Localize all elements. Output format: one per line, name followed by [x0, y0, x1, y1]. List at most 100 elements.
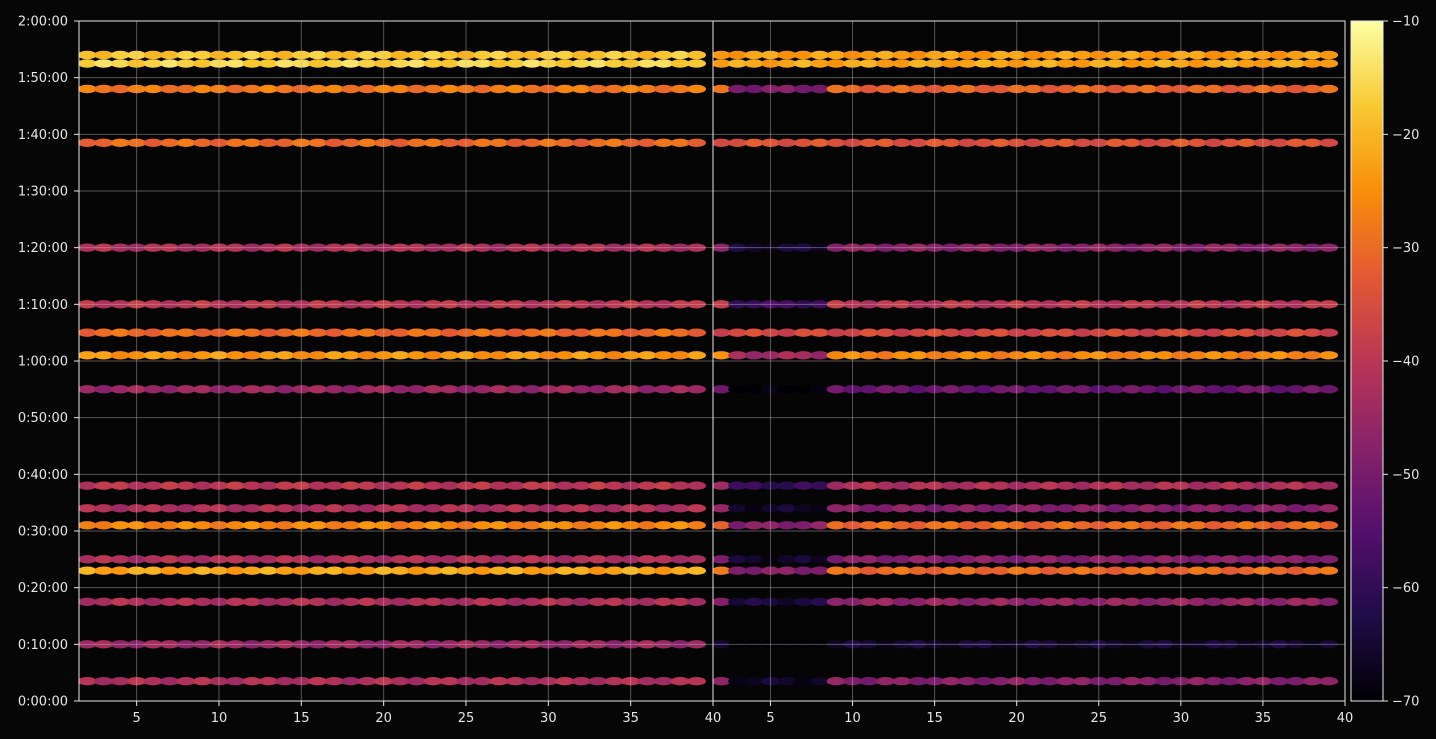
heatmap-cell	[777, 555, 797, 564]
heatmap-cell	[670, 677, 690, 686]
heatmap-cell	[522, 677, 542, 686]
heatmap-cell	[1269, 566, 1289, 575]
colorbar-ticks: −10 −20 −30 −40 −50 −60 −70	[1383, 15, 1419, 710]
y-tick-label: 1:00:00	[18, 355, 68, 370]
heatmap-cell	[761, 50, 780, 60]
heatmap-cell	[440, 566, 459, 575]
heatmap-cell	[654, 481, 674, 490]
heatmap-cell	[505, 328, 525, 337]
heatmap-cell	[604, 677, 624, 686]
heatmap-cell	[225, 481, 245, 490]
heatmap-cell	[143, 640, 163, 649]
x-tick-label: 35	[622, 711, 639, 726]
heatmap-cell	[555, 504, 575, 513]
heatmap-cell	[670, 640, 690, 649]
heatmap-cell	[1319, 243, 1339, 252]
heatmap-cell	[908, 328, 928, 337]
heatmap-cell	[473, 243, 492, 252]
heatmap-cell	[374, 328, 394, 337]
heatmap-cell	[1072, 566, 1092, 575]
x-tick-label: 40	[1337, 711, 1354, 726]
heatmap-cell	[1072, 328, 1092, 337]
heatmap-cell	[1204, 138, 1224, 147]
heatmap-cell	[637, 481, 657, 490]
heatmap-cell	[1023, 50, 1043, 60]
heatmap-cell	[374, 504, 394, 513]
heatmap-cell	[571, 59, 591, 68]
heatmap-cell	[374, 640, 394, 649]
heatmap-cell	[258, 597, 278, 606]
heatmap-cell	[258, 328, 278, 337]
heatmap-cell	[242, 566, 262, 575]
heatmap-cell	[1105, 84, 1125, 94]
heatmap-cell	[621, 640, 641, 649]
heatmap-cell	[1122, 328, 1142, 337]
heatmap-cell	[588, 555, 608, 564]
heatmap-cell	[637, 59, 657, 68]
heatmap-cell	[258, 385, 278, 394]
heatmap-cell	[990, 243, 1010, 252]
heatmap-cell	[193, 138, 212, 147]
heatmap-cell	[242, 351, 262, 360]
heatmap-cell	[588, 351, 608, 360]
heatmap-cell	[1204, 555, 1224, 564]
heatmap-cell	[341, 504, 361, 513]
heatmap-cell	[974, 300, 994, 309]
heatmap-cell	[859, 677, 879, 686]
heatmap-cell	[1072, 300, 1092, 309]
heatmap-cell	[908, 50, 928, 60]
heatmap-cell	[505, 84, 525, 94]
heatmap-cell	[1105, 640, 1125, 649]
heatmap-cell	[588, 84, 608, 94]
heatmap-cell	[357, 138, 377, 147]
heatmap-cell	[859, 481, 879, 490]
heatmap-cell	[79, 504, 97, 513]
heatmap-cell	[79, 640, 97, 649]
heatmap-cell	[1237, 300, 1256, 309]
heatmap-cell	[374, 243, 394, 252]
heatmap-cell	[1253, 640, 1273, 649]
heatmap-cell	[892, 328, 912, 337]
heatmap-cell	[440, 481, 459, 490]
heatmap-cell	[341, 481, 361, 490]
heatmap-cell	[522, 50, 542, 60]
heatmap-cell	[357, 351, 377, 360]
heatmap-cell	[160, 566, 180, 575]
heatmap-cell	[555, 59, 575, 68]
heatmap-cell	[390, 328, 410, 337]
heatmap-cell	[127, 677, 147, 686]
x-tick-label: 10	[844, 711, 861, 726]
heatmap-cell	[670, 597, 690, 606]
heatmap-cell	[1154, 385, 1174, 394]
heatmap-cell	[374, 300, 394, 309]
heatmap-cell	[110, 138, 130, 147]
heatmap-cell	[456, 50, 476, 60]
heatmap-cell	[341, 351, 361, 360]
heatmap-cell	[242, 504, 262, 513]
heatmap-cell	[1122, 640, 1142, 649]
y-tick-label: 1:20:00	[18, 241, 68, 256]
heatmap-cell	[1319, 300, 1339, 309]
heatmap-cell	[990, 677, 1010, 686]
heatmap-cell	[110, 597, 130, 606]
right-heatmap-panel	[713, 21, 1345, 701]
heatmap-cell	[94, 243, 114, 252]
heatmap-cell	[826, 59, 846, 68]
heatmap-cell	[761, 351, 780, 360]
heatmap-cell	[110, 504, 130, 513]
heatmap-cell	[209, 243, 229, 252]
heatmap-cell	[908, 677, 928, 686]
heatmap-cell	[440, 555, 459, 564]
heatmap-cell	[505, 566, 525, 575]
heatmap-cell	[1072, 521, 1092, 530]
heatmap-cell	[843, 138, 862, 147]
heatmap-cell	[473, 566, 492, 575]
heatmap-cell	[588, 328, 608, 337]
heatmap-cell	[1302, 597, 1322, 606]
heatmap-cell	[670, 566, 690, 575]
heatmap-cell	[225, 640, 245, 649]
heatmap-cell	[489, 481, 509, 490]
heatmap-cell	[308, 385, 328, 394]
heatmap-cell	[341, 50, 361, 60]
heatmap-cell	[258, 504, 278, 513]
